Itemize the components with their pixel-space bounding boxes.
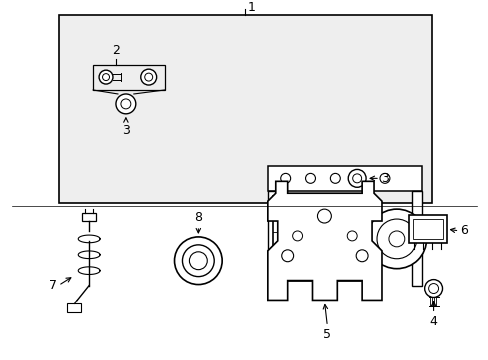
Circle shape [174, 237, 222, 284]
Circle shape [99, 70, 113, 84]
Circle shape [354, 174, 365, 183]
Circle shape [189, 252, 207, 270]
Bar [93, 65, 164, 90]
Text: 5: 5 [323, 328, 331, 341]
Circle shape [281, 250, 293, 262]
Text: 7: 7 [49, 279, 57, 292]
Circle shape [182, 245, 214, 276]
Circle shape [102, 74, 109, 81]
Bar [412, 219, 442, 239]
Bar [267, 191, 277, 285]
Circle shape [141, 69, 156, 85]
Circle shape [428, 284, 438, 293]
Bar [267, 166, 421, 191]
Circle shape [280, 174, 290, 183]
Circle shape [346, 231, 356, 241]
Circle shape [347, 170, 366, 187]
Text: 2: 2 [112, 44, 120, 57]
Text: 4: 4 [429, 315, 437, 328]
Bar [272, 196, 371, 280]
Text: 3: 3 [380, 172, 388, 185]
Circle shape [305, 174, 315, 183]
Circle shape [355, 250, 367, 262]
Circle shape [424, 280, 442, 297]
Text: 6: 6 [460, 224, 468, 238]
Circle shape [330, 174, 340, 183]
Circle shape [292, 231, 302, 241]
Circle shape [121, 99, 131, 109]
Circle shape [317, 209, 331, 223]
Bar [408, 215, 446, 243]
Circle shape [144, 73, 152, 81]
Bar [82, 213, 96, 221]
Text: 3: 3 [122, 124, 129, 137]
Bar [59, 14, 431, 203]
Bar [67, 303, 81, 312]
Circle shape [352, 174, 361, 183]
Circle shape [366, 209, 426, 269]
Circle shape [116, 94, 136, 114]
Polygon shape [267, 181, 381, 301]
Text: 8: 8 [194, 211, 202, 224]
Text: 1: 1 [247, 1, 255, 14]
Bar [411, 191, 421, 285]
Circle shape [376, 219, 416, 259]
Circle shape [388, 231, 404, 247]
Circle shape [379, 174, 389, 183]
